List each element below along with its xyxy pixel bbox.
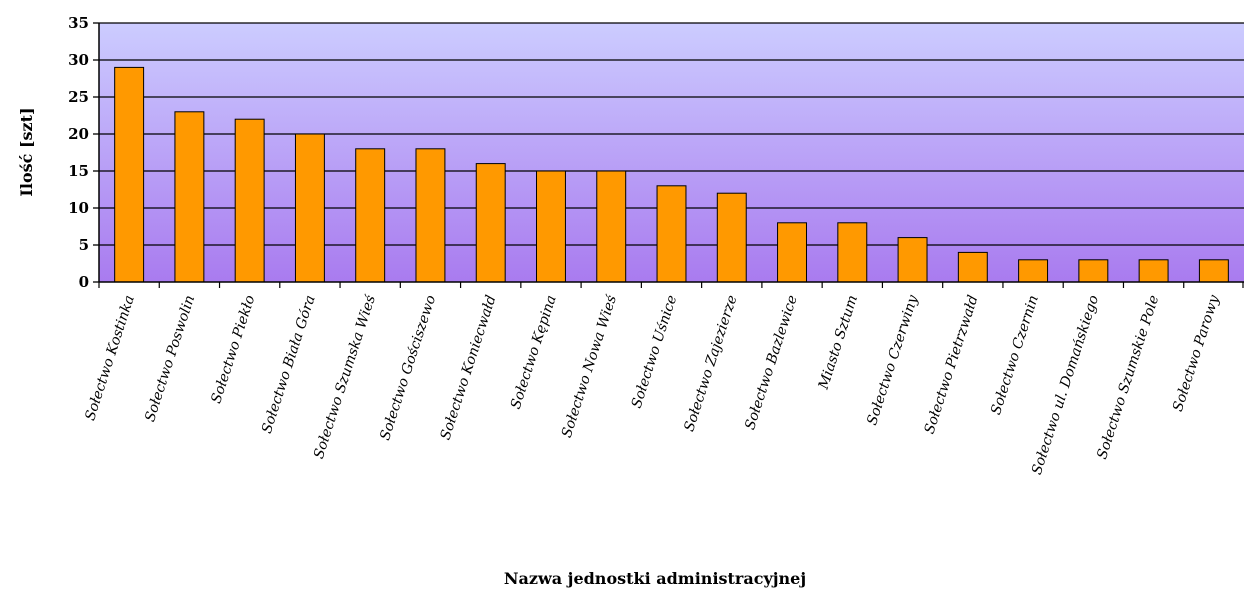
y-tick-label: 15 <box>68 162 89 180</box>
x-tick-label: Sołectwo Szumskie Pole <box>1094 293 1162 461</box>
bar <box>837 222 868 283</box>
y-tick-label: 20 <box>68 125 89 143</box>
y-axis-title: Ilość [szt] <box>17 107 36 196</box>
bar <box>656 185 687 283</box>
x-tick-label: Miasto Sztum <box>815 293 861 392</box>
bar <box>536 170 566 283</box>
bar <box>716 192 747 283</box>
y-tick-label: 10 <box>68 199 89 217</box>
bar <box>957 251 988 283</box>
x-tick-label: Sołectwo Pietrzwałd <box>922 293 982 436</box>
x-tick-label: Sołectwo Uśnice <box>629 293 681 410</box>
x-tick-label: Sołectwo Parowy <box>1170 292 1223 413</box>
bar <box>475 163 506 283</box>
x-tick-label: Sołectwo Biała Góra <box>259 293 319 435</box>
y-tick-label: 35 <box>68 14 89 32</box>
x-tick-label: Sołectwo Piekło <box>208 293 258 405</box>
bar <box>234 118 265 283</box>
bar <box>596 170 627 283</box>
x-tick-label: Sołectwo ul. Domańskiego <box>1029 293 1102 476</box>
bar <box>1078 259 1109 283</box>
x-tick-labels: Sołectwo Kostinka Sołectwo Poswolin Sołect… <box>82 292 1223 476</box>
bar <box>174 111 205 283</box>
bar <box>114 66 145 283</box>
bar <box>777 222 807 283</box>
x-tick-label: Sołectwo Nowa Wieś <box>559 293 620 440</box>
y-tick-label: 30 <box>68 51 89 69</box>
y-tick-label: 5 <box>79 236 89 254</box>
x-tick-label: Sołectwo Zajezierze <box>681 293 740 433</box>
x-tick-label: Sołectwo Czerwiny <box>864 292 921 427</box>
bar <box>355 148 386 283</box>
x-tick-label: Sołectwo Poswolin <box>142 293 198 424</box>
y-tick-labels: 0 5 10 15 20 25 30 35 <box>68 14 89 291</box>
x-tick-label: Sołectwo Szumska Wieś <box>311 293 379 461</box>
y-tick-label: 0 <box>79 273 89 291</box>
bar <box>1018 259 1049 283</box>
x-tick-label: Sołectwo Bazlewice <box>742 293 801 432</box>
bar <box>294 133 325 283</box>
y-tick-label: 25 <box>68 88 89 106</box>
x-tick-label: Sołectwo Gościszewo <box>377 293 439 442</box>
bar <box>1138 259 1169 283</box>
axes <box>93 22 1244 288</box>
x-tick-label: Sołectwo Czernin <box>988 293 1042 417</box>
x-tick-label: Sołectwo Kępina <box>508 293 560 411</box>
x-tick-label: Sołectwo Kostinka <box>82 293 138 422</box>
x-tick-label: Sołectwo Koniecwałd <box>438 293 500 442</box>
bar <box>897 237 928 283</box>
bar <box>1198 259 1229 283</box>
x-axis-title: Nazwa jednostki administracyjnej <box>504 569 806 588</box>
bar <box>415 148 446 283</box>
